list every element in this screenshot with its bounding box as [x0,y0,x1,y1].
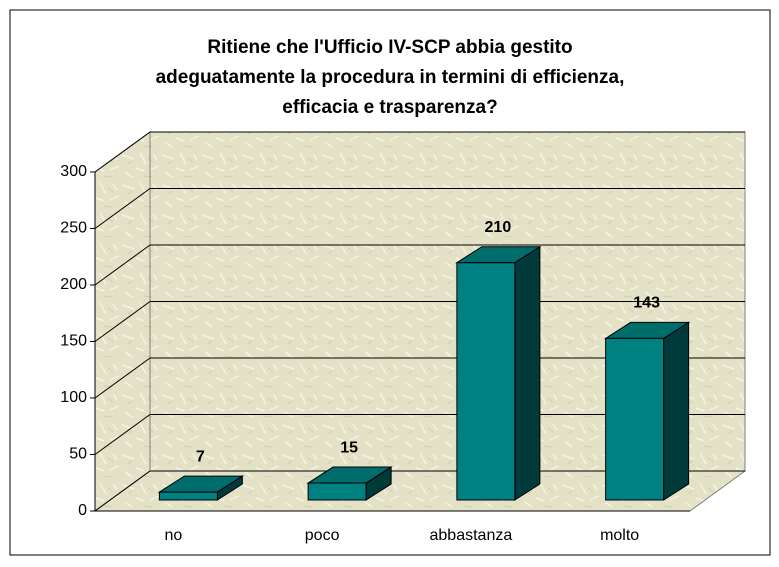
bar-front [158,491,218,501]
grid-line [94,131,151,173]
chart-title: efficacia e trasparenza? [282,97,497,118]
grid-line [94,470,151,512]
bar [306,466,393,501]
y-tick-label: 300 [60,163,87,180]
bar-front [307,482,367,501]
bar-front [456,262,516,501]
y-tick-label: 200 [60,276,87,293]
data-label: 7 [196,448,205,465]
grid-line [94,188,151,229]
bar-side [663,321,690,501]
bar [455,245,542,501]
bar [603,321,691,501]
y-tick-label: 250 [60,220,87,237]
chart-title: adeguatamente la procedura in termini di… [156,67,625,88]
grid-line [94,414,151,455]
data-label: 143 [633,295,660,312]
y-tick-label: 50 [69,446,87,463]
x-tick-label: molto [600,527,639,544]
y-tick-label: 100 [60,389,87,406]
data-label: 15 [340,439,358,456]
y-tick-label: 150 [60,333,87,350]
grid-line [94,301,151,342]
data-label: 210 [485,219,512,236]
chart-title: Ritiene che l'Ufficio IV-SCP abbia gesti… [207,37,572,58]
x-tick-label: poco [305,527,340,544]
bar [157,475,245,501]
x-tick-label: no [164,527,182,544]
x-tick-label: abbastanza [430,527,513,544]
bar-front [605,337,665,501]
grid-line [94,244,151,286]
grid-line [94,357,151,399]
y-tick-label: 0 [78,502,87,519]
bar-side [514,245,541,501]
